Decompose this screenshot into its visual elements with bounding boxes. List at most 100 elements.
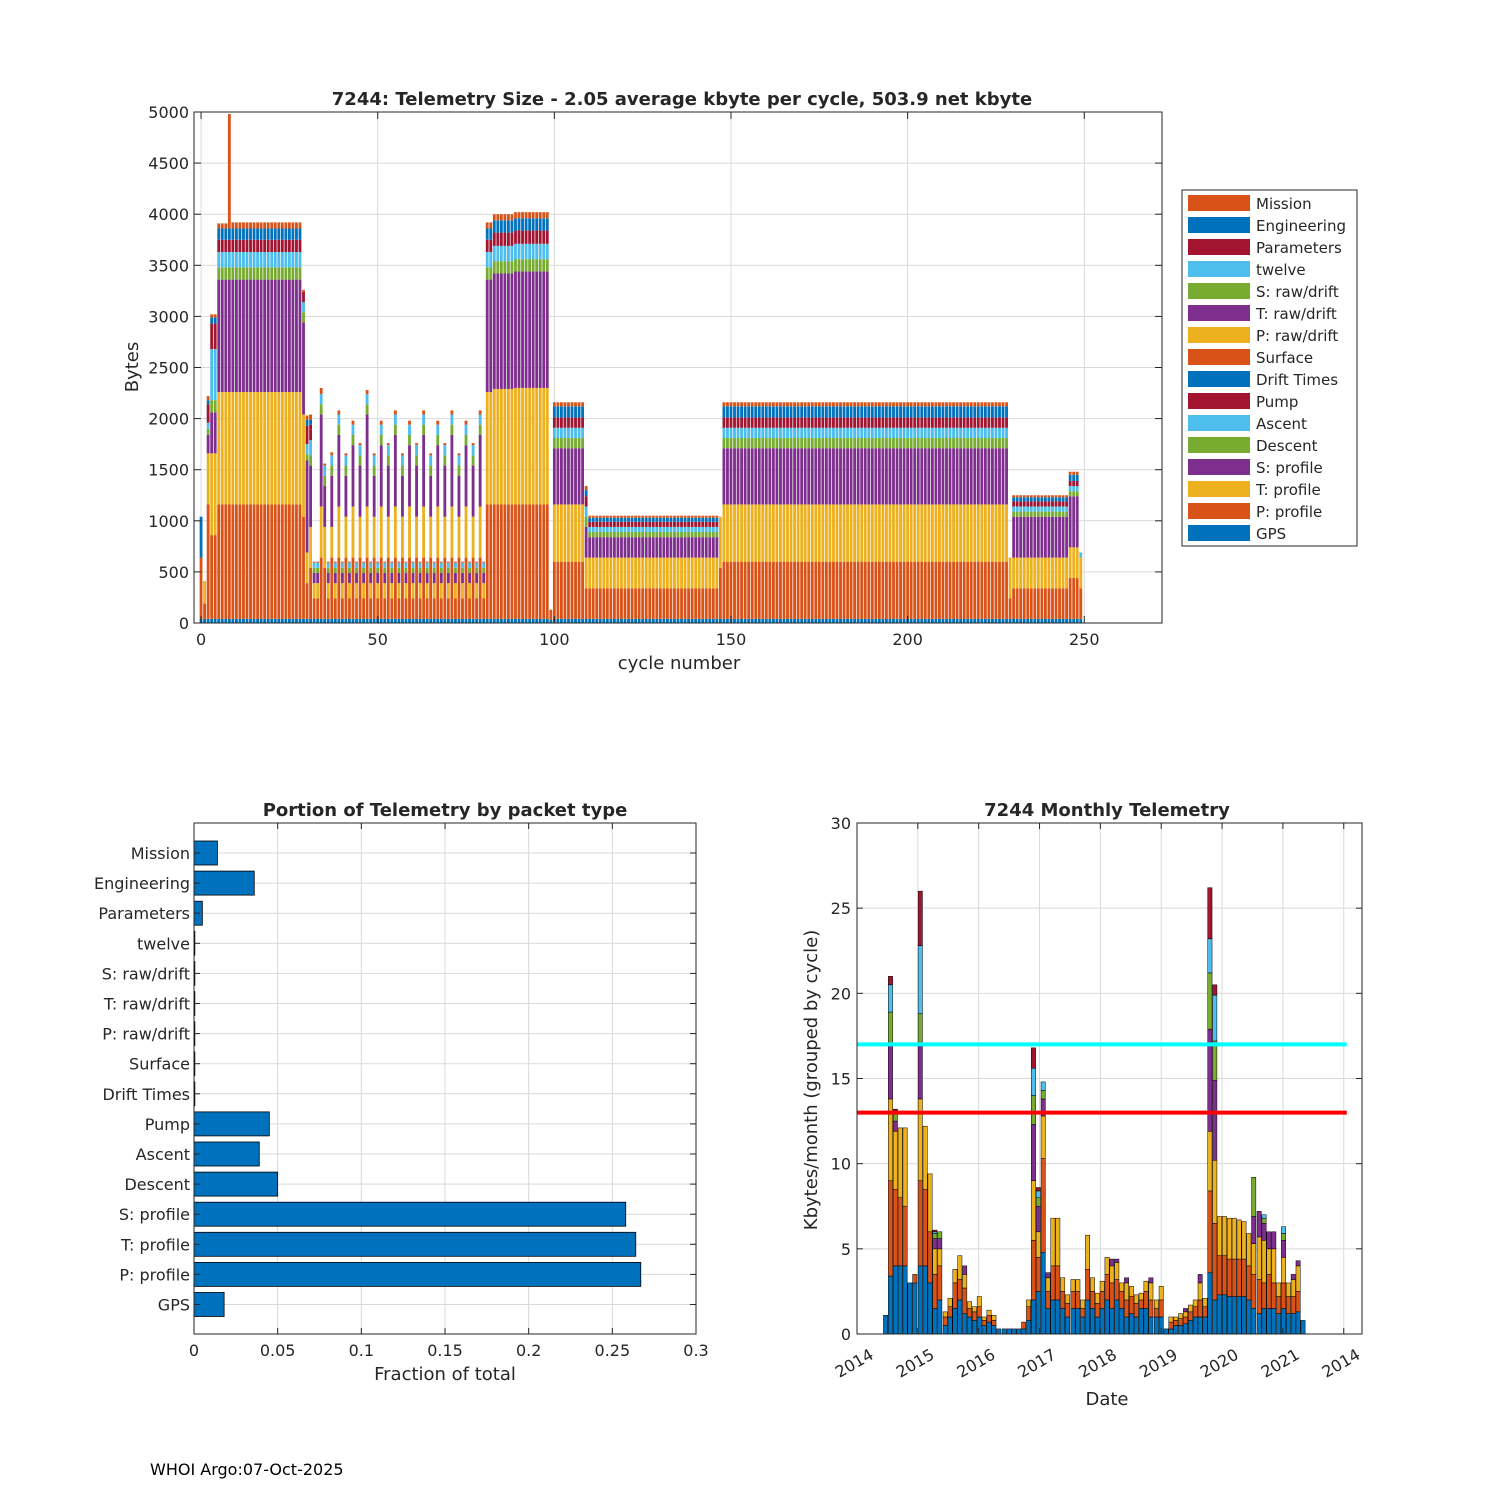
y-tick-label: 2000 — [148, 410, 189, 429]
bar-segment — [277, 222, 281, 229]
bar-segment — [817, 417, 821, 428]
bar-segment — [581, 618, 585, 623]
bar-segment — [323, 526, 327, 568]
bar-segment — [927, 448, 931, 505]
bar-segment — [998, 427, 1001, 439]
bar-segment — [1072, 491, 1076, 497]
bar-segment — [224, 392, 228, 505]
bar-segment — [998, 448, 1001, 505]
bar-segment — [962, 504, 966, 562]
bar-segment — [213, 349, 217, 401]
bar-segment — [839, 427, 842, 439]
bar-segment — [612, 526, 616, 533]
bar-segment — [542, 212, 546, 219]
bar-segment — [690, 588, 694, 619]
bar-segment — [605, 618, 609, 623]
bar-segment — [612, 557, 616, 589]
bar-segment — [397, 583, 401, 599]
bar-segment — [711, 515, 715, 518]
bar-segment — [337, 434, 341, 507]
bar-segment — [856, 504, 860, 562]
bar-segment — [242, 222, 245, 229]
y-tick-label: 4500 — [148, 154, 189, 173]
bar-segment — [917, 890, 923, 946]
bar-segment — [683, 517, 687, 522]
bar-segment — [690, 515, 694, 518]
bar-segment — [630, 532, 634, 538]
bar-segment — [673, 557, 676, 589]
bar-segment — [1207, 1272, 1213, 1335]
bar-segment — [962, 406, 966, 418]
bar-segment — [256, 504, 260, 619]
bar-segment — [680, 526, 683, 533]
bar-segment — [863, 561, 867, 619]
bar-segment — [287, 504, 291, 619]
bar-segment — [1236, 1219, 1242, 1260]
bar-segment — [514, 271, 517, 388]
bar-segment — [846, 618, 849, 623]
bar-segment — [1051, 516, 1054, 558]
bar-segment — [358, 618, 362, 623]
bar-segment — [676, 532, 680, 538]
bar-segment — [1173, 1316, 1179, 1321]
bar-segment — [358, 455, 362, 466]
bar-segment — [711, 557, 715, 589]
bar-segment — [1022, 557, 1026, 589]
bar-segment — [658, 557, 662, 589]
bar-segment — [771, 402, 775, 407]
bar-segment — [1070, 1279, 1076, 1292]
bar-segment — [531, 212, 535, 219]
bar-segment — [1035, 1197, 1041, 1207]
bar-segment — [220, 228, 224, 240]
bar-segment — [535, 271, 539, 388]
bar-segment — [987, 427, 991, 439]
bar-segment — [1143, 1280, 1149, 1292]
bar-segment — [266, 618, 270, 623]
bar-segment — [687, 557, 691, 589]
bar-segment — [1276, 1282, 1282, 1297]
bar-segment — [362, 583, 365, 599]
bar-segment — [644, 557, 648, 589]
bar-segment — [860, 561, 864, 619]
bar-segment — [743, 402, 747, 407]
bar-segment — [1015, 506, 1019, 512]
bar-segment — [309, 465, 312, 527]
bar-segment — [1197, 1299, 1203, 1318]
bar-segment — [598, 557, 602, 589]
bar-segment — [972, 1320, 977, 1335]
bar-segment — [694, 537, 698, 558]
bar-segment — [404, 618, 408, 623]
bar-segment — [637, 532, 641, 538]
bar-segment — [602, 517, 606, 522]
bar-segment — [983, 402, 987, 407]
y-tick-label: GPS — [158, 1296, 190, 1315]
bar-segment — [224, 228, 228, 240]
bar-segment — [1072, 486, 1076, 492]
bar-segment — [1266, 1274, 1272, 1309]
bar-segment — [897, 1197, 903, 1267]
bar-segment — [263, 392, 267, 505]
bar-segment — [803, 561, 807, 619]
bar-segment — [927, 561, 931, 619]
bar-segment — [708, 557, 712, 589]
bar-segment — [637, 557, 641, 589]
bar-segment — [814, 417, 818, 428]
bar-segment — [987, 618, 991, 623]
bar-segment — [340, 618, 344, 623]
bar-segment — [991, 417, 994, 428]
bar-segment — [909, 448, 913, 505]
bar-segment — [962, 1287, 968, 1314]
bar-segment — [581, 561, 585, 619]
bar-segment — [937, 1265, 943, 1301]
bar-segment — [779, 561, 782, 619]
bar-segment — [238, 267, 242, 280]
bar-segment — [245, 239, 249, 253]
bar-segment — [1226, 1258, 1232, 1297]
bar-segment — [319, 387, 323, 395]
y-tick-label: 1000 — [148, 512, 189, 531]
bar-segment — [683, 515, 687, 518]
bar-segment — [227, 228, 231, 240]
bar-segment — [863, 427, 867, 439]
bar-segment — [560, 417, 563, 428]
bar-segment — [655, 532, 659, 538]
